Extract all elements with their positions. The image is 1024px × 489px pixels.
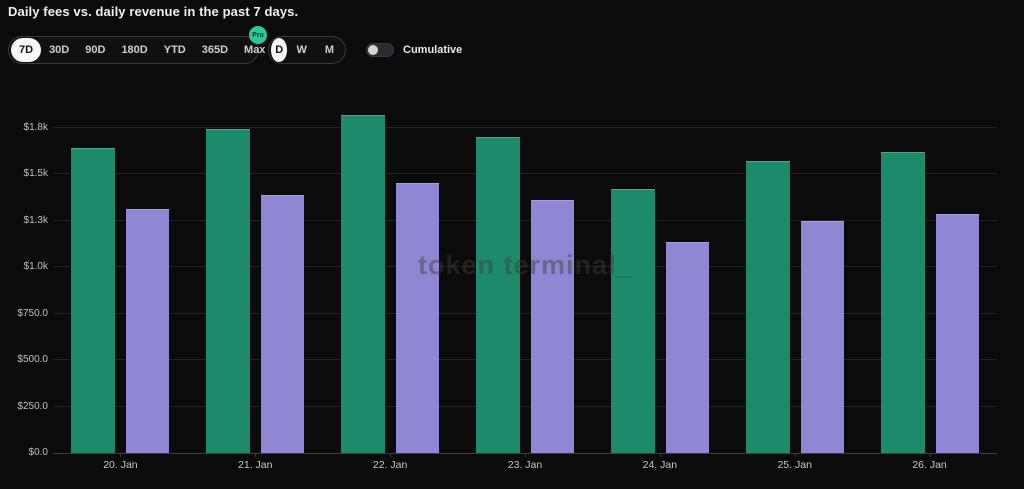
x-axis-tick (929, 453, 931, 457)
revenue-bar-22-jan[interactable] (396, 182, 440, 453)
gridline-500 (53, 359, 997, 361)
plot-area (53, 100, 997, 454)
y-axis-tick-label: $750.0 (17, 307, 48, 319)
x-axis-label: 26. Jan (912, 459, 947, 471)
x-axis-tick (525, 453, 526, 457)
granularity-button-w[interactable]: W (287, 38, 315, 62)
fees-bar-21-jan[interactable] (206, 128, 251, 453)
x-axis-tick (794, 453, 796, 457)
fees-bar-24-jan[interactable] (610, 189, 655, 453)
time-range-button-90d[interactable]: 90D (77, 38, 113, 62)
time-range-button-max[interactable]: Max (236, 38, 273, 62)
gridline-750 (53, 312, 997, 314)
fees-bar-26-jan[interactable] (880, 152, 925, 453)
x-axis-tick (255, 453, 257, 457)
granularity-button-m[interactable]: M (316, 38, 343, 62)
revenue-bar-26-jan[interactable] (935, 214, 979, 453)
x-axis-label: 24. Jan (642, 459, 678, 471)
x-axis-tick (120, 453, 122, 457)
revenue-bar-23-jan[interactable] (531, 200, 574, 453)
y-axis-tick-label: $500.0 (17, 354, 48, 366)
time-range-button-180d[interactable]: 180D (113, 38, 155, 62)
cumulative-toggle[interactable] (366, 43, 394, 57)
fees-bar-22-jan[interactable] (341, 115, 386, 453)
page-title: Daily fees vs. daily revenue in the past… (8, 4, 299, 19)
gridline-1250 (53, 219, 997, 221)
fees-bar-25-jan[interactable] (745, 161, 790, 453)
gridline-1500 (53, 173, 997, 175)
x-axis-tick (390, 453, 392, 457)
gridline-250 (53, 405, 997, 407)
time-range-button-7d[interactable]: 7D (11, 38, 42, 62)
time-range-button-365d[interactable]: 365D (194, 38, 236, 62)
granularity-button-d[interactable]: D (271, 38, 288, 62)
y-axis-tick-label: $1.3k (23, 214, 48, 226)
x-axis-label: 21. Jan (238, 459, 273, 471)
x-axis-label: 25. Jan (777, 459, 812, 471)
gridline-1750 (53, 127, 997, 128)
x-axis-label: 22. Jan (372, 459, 408, 471)
time-range-group: 7D 30D 90D 180D YTD 365D Max (8, 36, 265, 64)
y-axis-tick-label: $250.0 (17, 400, 48, 412)
revenue-bar-24-jan[interactable] (665, 242, 709, 453)
cumulative-toggle-wrap: Cumulative (366, 43, 462, 57)
time-range-button-ytd[interactable]: YTD (156, 38, 194, 62)
revenue-bar-25-jan[interactable] (800, 220, 844, 453)
fees-bar-23-jan[interactable] (476, 137, 520, 453)
pro-badge: Pro (249, 26, 267, 44)
cumulative-toggle-label: Cumulative (403, 44, 463, 56)
x-axis-label: 20. Jan (103, 459, 138, 471)
x-axis-label: 23. Jan (507, 459, 543, 471)
revenue-bar-20-jan[interactable] (126, 208, 170, 453)
x-axis-tick (659, 453, 661, 457)
time-range-button-30d[interactable]: 30D (41, 38, 77, 62)
fees-bar-20-jan[interactable] (71, 148, 116, 453)
gridline-1000 (53, 266, 997, 268)
toggle-knob-icon (368, 45, 378, 55)
revenue-bar-21-jan[interactable] (261, 194, 305, 453)
y-axis-tick-label: $1.5k (23, 168, 48, 180)
y-axis-tick-label: $0.0 (28, 447, 48, 458)
y-axis-tick-label: $1.8k (23, 122, 48, 133)
y-axis-tick-label: $1.0k (23, 261, 48, 273)
